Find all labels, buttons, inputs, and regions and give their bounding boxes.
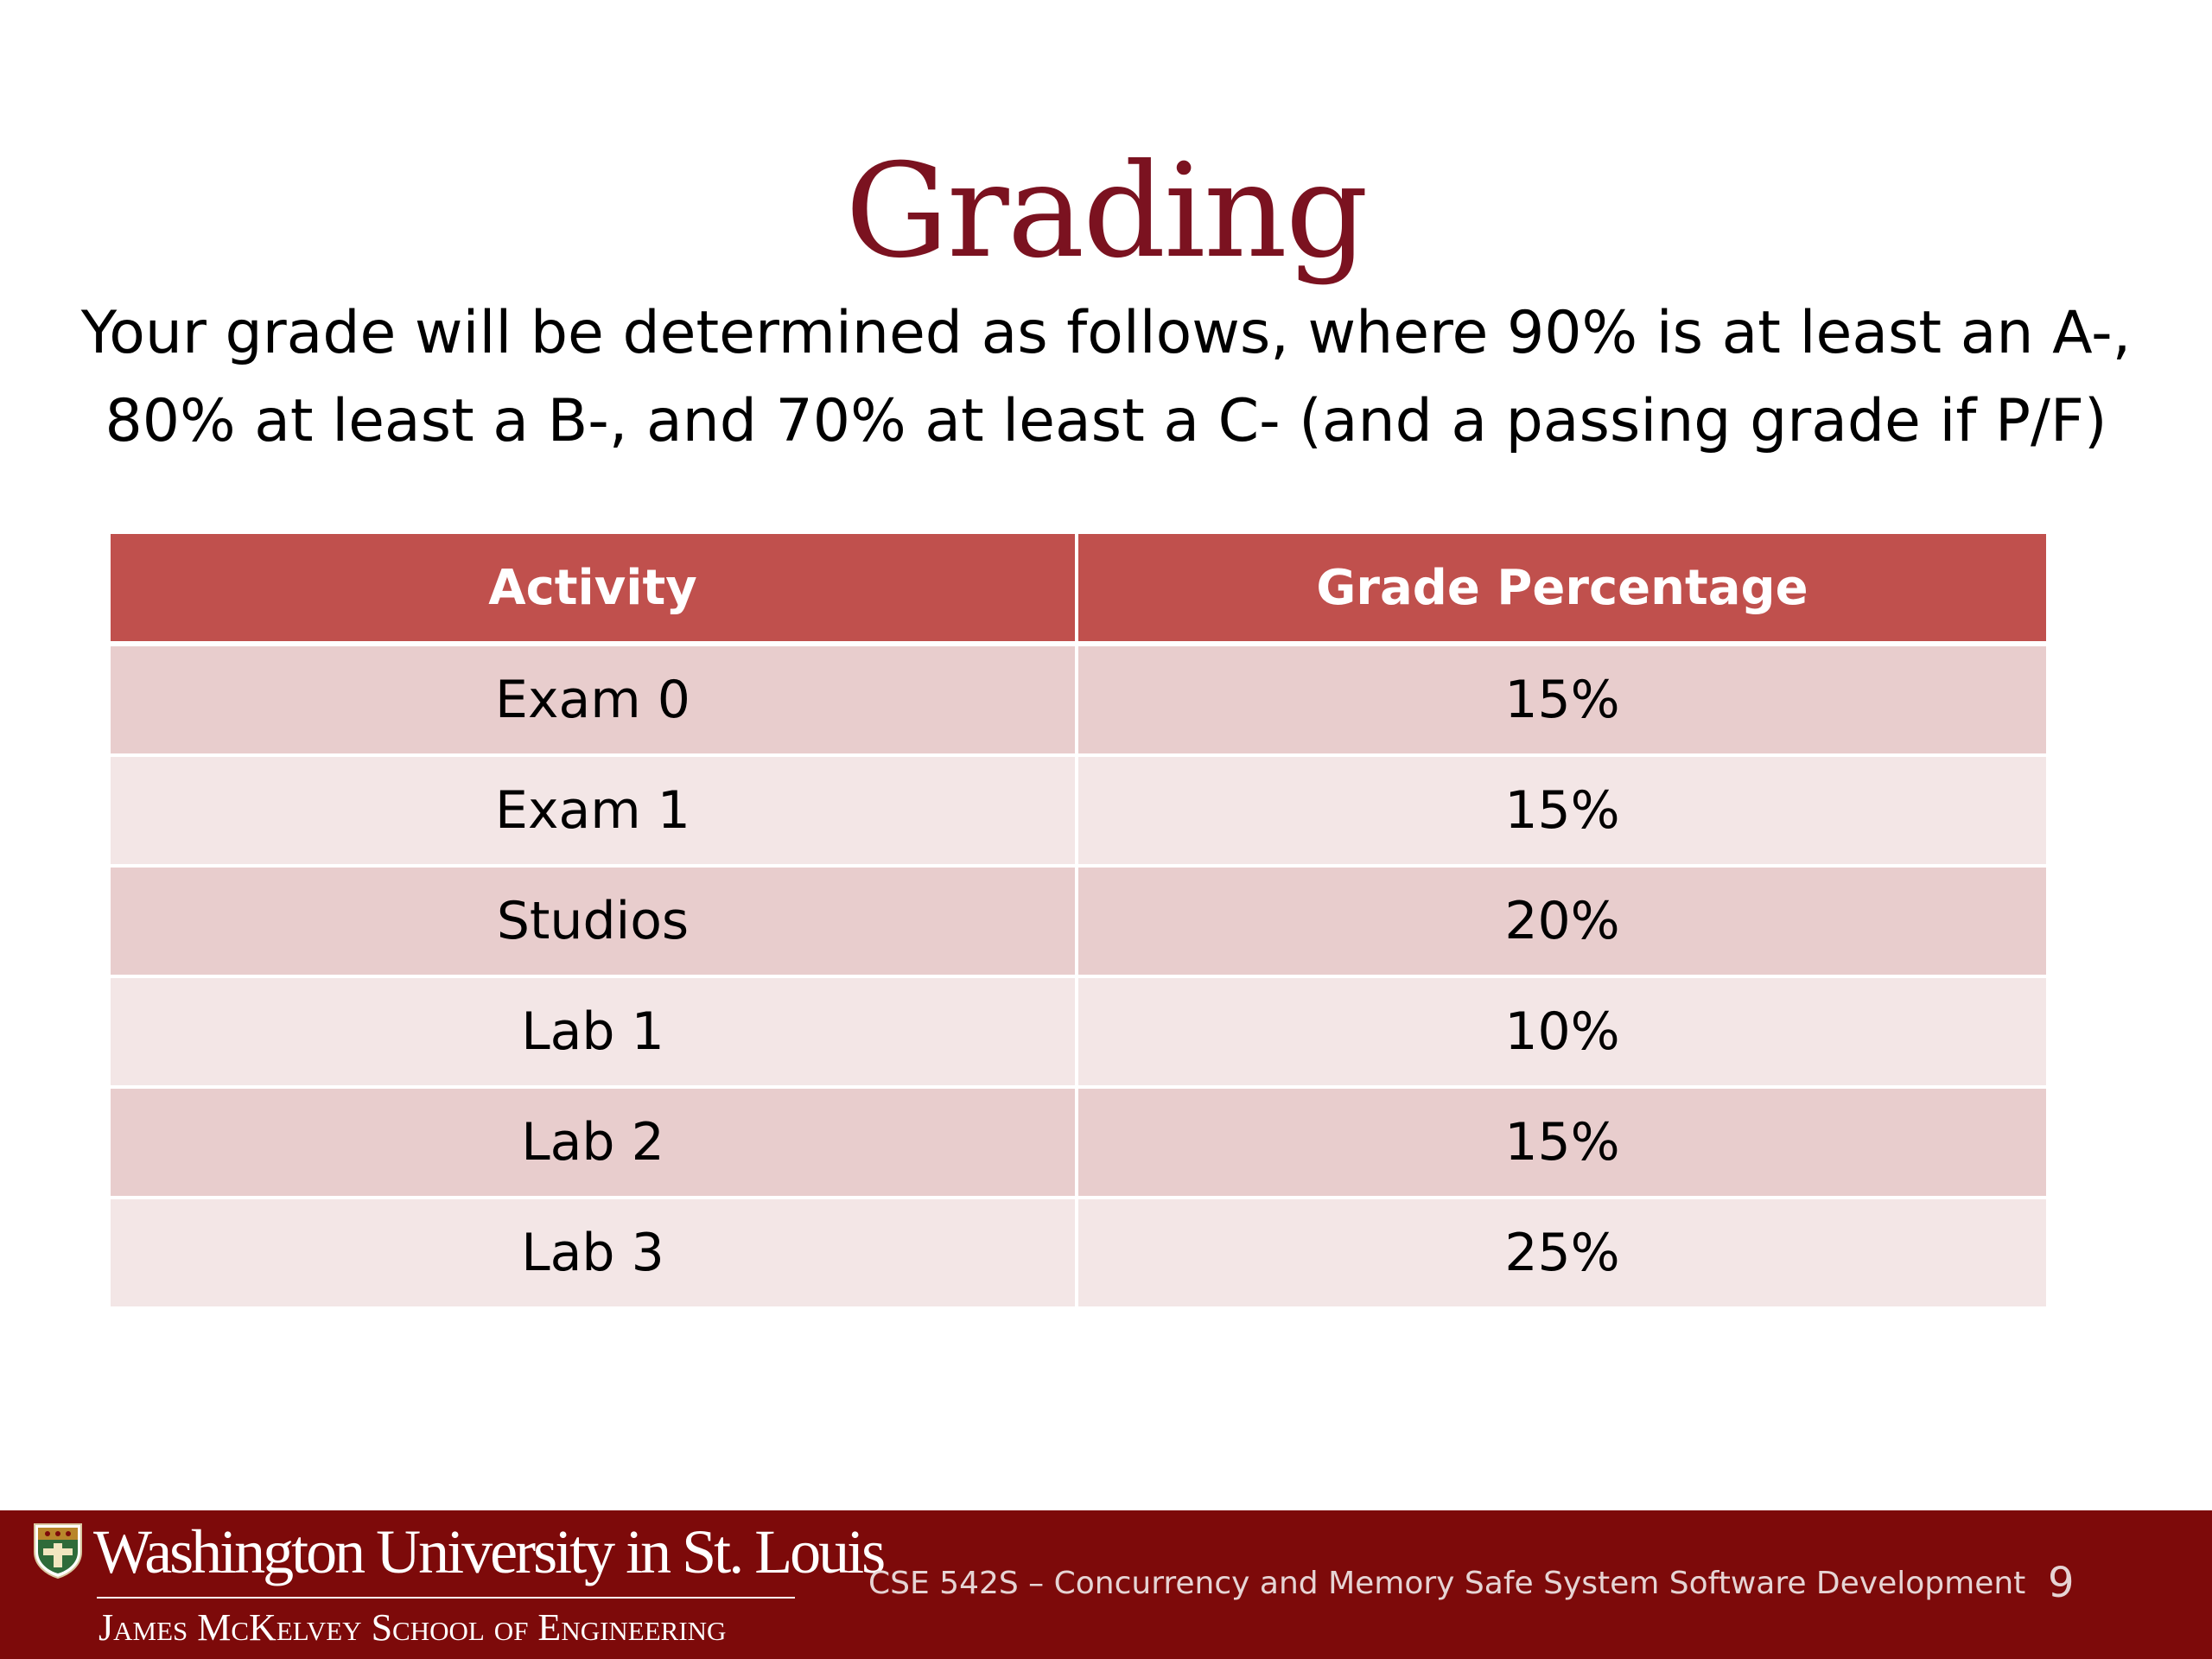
table-row: Lab 3 25% xyxy=(111,1198,2046,1310)
percentage-cell: 15% xyxy=(1077,755,2046,868)
footer-divider xyxy=(97,1597,795,1599)
slide-subtitle: Your grade will be determined as follows… xyxy=(80,299,2132,455)
percentage-cell: 15% xyxy=(1077,1087,2046,1199)
table-row: Lab 1 10% xyxy=(111,976,2046,1089)
activity-cell: Lab 1 xyxy=(111,976,1078,1089)
table-row: Studios 20% xyxy=(111,866,2046,978)
column-header-activity: Activity xyxy=(111,534,1078,646)
table-row: Exam 1 15% xyxy=(111,755,2046,868)
percentage-cell: 25% xyxy=(1077,1198,2046,1310)
table-row: Lab 2 15% xyxy=(111,1087,2046,1199)
activity-cell: Lab 2 xyxy=(111,1087,1078,1199)
table-header-row: Activity Grade Percentage xyxy=(111,534,2046,646)
university-shield-icon xyxy=(34,1523,82,1580)
school-name: James McKelvey School of Engineering xyxy=(99,1606,727,1649)
university-wordmark: Washington University in St. Louis xyxy=(93,1517,886,1586)
footer-bar: Washington University in St. Louis James… xyxy=(0,1510,2212,1659)
percentage-cell: 15% xyxy=(1077,644,2046,757)
activity-cell: Exam 0 xyxy=(111,644,1078,757)
slide-title: Grading xyxy=(845,137,1369,287)
activity-cell: Exam 1 xyxy=(111,755,1078,868)
percentage-cell: 20% xyxy=(1077,866,2046,978)
slide-number: 9 xyxy=(2048,1559,2075,1607)
column-header-grade-percentage: Grade Percentage xyxy=(1077,534,2046,646)
table-row: Exam 0 15% xyxy=(111,644,2046,757)
activity-cell: Lab 3 xyxy=(111,1198,1078,1310)
grading-table: Activity Grade Percentage Exam 0 15% Exa… xyxy=(111,534,2046,1310)
percentage-cell: 10% xyxy=(1077,976,2046,1089)
course-title: CSE 542S – Concurrency and Memory Safe S… xyxy=(868,1566,2026,1601)
activity-cell: Studios xyxy=(111,866,1078,978)
